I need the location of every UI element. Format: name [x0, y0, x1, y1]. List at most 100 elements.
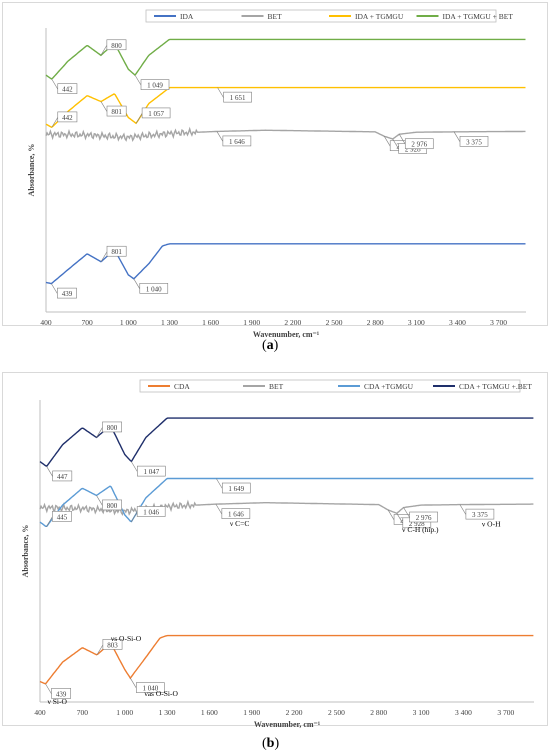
x-tick-label: 1 300 [159, 708, 176, 717]
legend-label: CDA + TGMGU +.BET [459, 382, 532, 391]
legend-label: BET [268, 12, 283, 21]
legend-label: CDA [174, 382, 190, 391]
y-axis-label: Absorbance, % [27, 144, 36, 197]
caption-b: (b) [262, 736, 280, 751]
annotation-label: 1 040 [142, 685, 158, 693]
caption-b-letter: b [266, 736, 275, 751]
series-line [39, 634, 534, 685]
annotation-leader [96, 495, 103, 506]
ftir-chart-a: 400 700 1 000 1 300 1 600 1 900 2 200 2 500 2 80… [27, 9, 526, 339]
annotation-label: 803 [107, 641, 118, 649]
annotation-leader [96, 427, 103, 438]
legend-label: IDA [180, 12, 194, 21]
x-tick-label: 2 200 [284, 318, 301, 327]
annotation-leader [130, 511, 138, 523]
annotation-leader [100, 101, 108, 112]
x-tick-label: 1 600 [201, 708, 218, 717]
annotation-label: 447 [57, 473, 68, 481]
annotation-leader [134, 74, 142, 86]
annotation-box [57, 287, 77, 299]
band-label: ν O-H [482, 520, 501, 529]
annotation-box [409, 511, 438, 523]
annotation-label: 1 046 [143, 509, 159, 517]
annotation-label: 800 [111, 42, 122, 50]
annotation-box [106, 245, 127, 257]
x-tick-label: 2 500 [326, 318, 343, 327]
chart-panel-b: 400 700 1 000 1 300 1 600 1 900 2 200 2 500 2 80… [0, 370, 550, 730]
band-label: νs O-Si-O [111, 634, 142, 643]
annotation-label: 3 375 [466, 138, 482, 146]
annotation-leader [453, 131, 461, 142]
series-line [39, 477, 534, 528]
legend-label: IDA + TGMGU [355, 12, 404, 21]
annotation-leader [396, 513, 404, 524]
annotation-leader [215, 503, 223, 515]
annotation-box [137, 465, 166, 477]
annotation-box [102, 639, 123, 650]
annotation-leader [135, 113, 143, 124]
annotation-leader [403, 507, 410, 518]
x-tick-label: 3 400 [455, 708, 472, 717]
x-tick-label: 700 [77, 708, 89, 717]
annotation-leader [45, 683, 52, 695]
x-tick-label: 2 200 [286, 708, 303, 717]
annotation-box [102, 421, 122, 433]
x-axis-label: Wavenumber, cm⁻¹ [254, 720, 321, 729]
annotation-box [141, 107, 171, 119]
annotation-leader [51, 78, 59, 90]
annotation-leader [459, 504, 467, 515]
band-label: νas O-Si-O [144, 689, 178, 698]
annotation-box [136, 506, 166, 517]
annotation-box [223, 91, 252, 103]
annotation-box [222, 135, 252, 147]
x-tick-label: 2 800 [367, 318, 384, 327]
annotation-label: 800 [107, 502, 118, 510]
annotation-box [459, 136, 489, 147]
legend-label: CDA +TGMGU [364, 382, 414, 391]
annotation-label: 2 928 [409, 520, 425, 528]
annotation-label: 1 646 [228, 511, 244, 519]
series-line [39, 417, 534, 468]
annotation-box [136, 682, 165, 693]
chart-panel-a: 400 700 1 000 1 300 1 600 1 900 2 200 2 500 2 80… [0, 0, 550, 339]
caption-a: (a) [262, 338, 279, 353]
annotation-label: 2 928 [405, 145, 421, 153]
annotation-leader [51, 283, 58, 294]
caption-a-letter: a [266, 338, 274, 353]
annotation-box [106, 105, 127, 117]
annotation-box [51, 688, 72, 699]
legend-label: BET [269, 382, 284, 391]
x-tick-label: 3 100 [408, 318, 425, 327]
annotation-box [106, 39, 127, 51]
annotation-box [404, 138, 434, 150]
annotation-box [465, 508, 495, 520]
band-label: ν Si-O [48, 697, 68, 706]
annotation-box [139, 283, 169, 294]
x-tick-label: 3 100 [413, 708, 430, 717]
x-tick-label: 400 [40, 318, 52, 327]
annotation-label: 1 646 [229, 138, 245, 146]
annotation-label: 439 [62, 290, 73, 298]
band-label: ν C=C [230, 519, 250, 528]
annotation-label: 800 [107, 424, 118, 432]
annotation-leader [216, 131, 224, 142]
annotation-box [52, 511, 72, 522]
annotation-leader [96, 644, 104, 656]
x-tick-label: 1 900 [243, 708, 260, 717]
annotation-leader [131, 461, 138, 472]
x-tick-label: 400 [34, 708, 46, 717]
annotation-box [57, 111, 78, 123]
annotation-leader [217, 87, 224, 98]
annotation-label: 2 976 [416, 514, 432, 522]
x-tick-label: 3 400 [449, 318, 466, 327]
annotation-box [221, 482, 251, 494]
series-line [39, 499, 534, 516]
annotation-leader [46, 466, 53, 477]
annotation-leader [46, 516, 53, 527]
annotation-leader [100, 45, 108, 56]
annotation-box [221, 508, 251, 519]
y-axis-label: Absorbance, % [21, 525, 30, 578]
annotation-leader [399, 134, 406, 145]
annotation-leader [383, 136, 391, 147]
x-tick-label: 2 800 [370, 708, 387, 717]
